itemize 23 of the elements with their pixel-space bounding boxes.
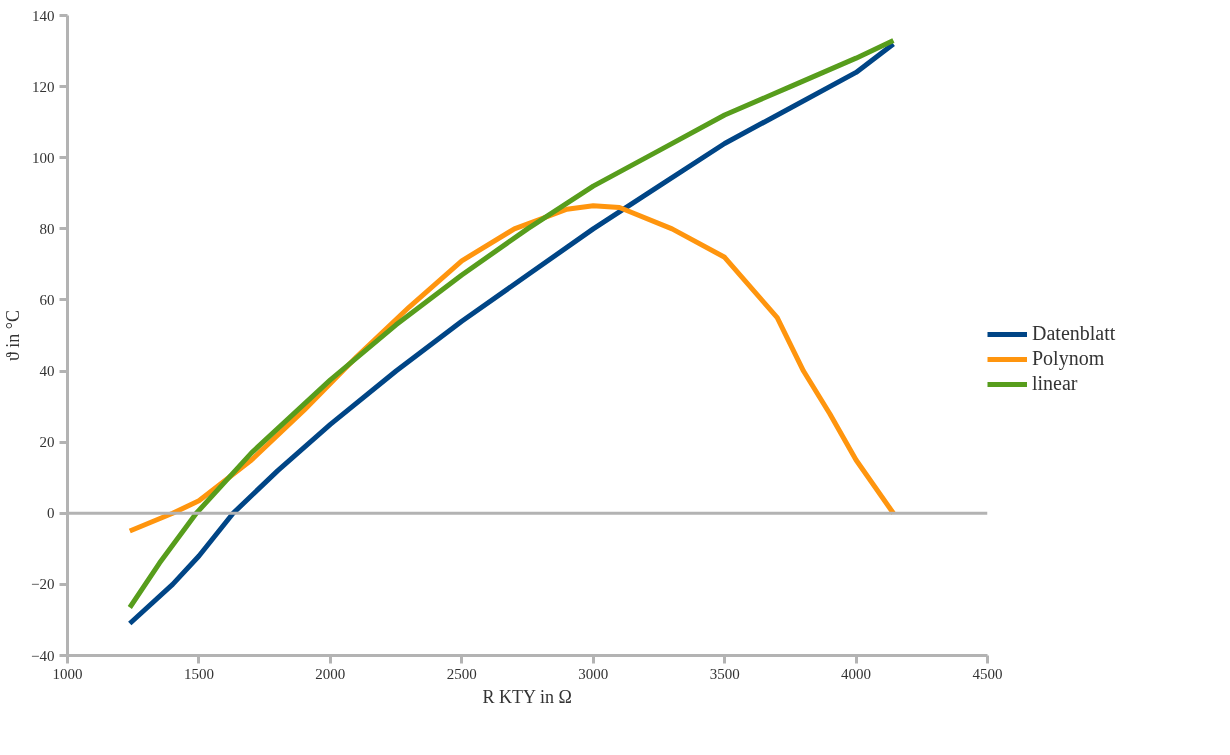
legend-label: Polynom (1032, 347, 1105, 370)
y-tick-label: −40 (31, 647, 55, 664)
y-axis-title: ϑ in °C (3, 309, 24, 362)
x-tick-label: 2000 (315, 665, 346, 682)
legend-label: linear (1032, 372, 1078, 395)
y-tick-label: −20 (31, 576, 55, 593)
x-tick-label: 3500 (709, 665, 740, 682)
y-tick-label: 100 (32, 149, 55, 166)
x-tick-label: 4500 (972, 665, 1003, 682)
y-tick-label: 40 (39, 363, 55, 380)
y-tick-label: 120 (32, 78, 55, 95)
legend-label: Datenblatt (1032, 322, 1116, 345)
x-tick-label: 3000 (578, 665, 609, 682)
x-tick-label: 1000 (52, 665, 83, 682)
y-tick-label: 0 (47, 505, 55, 522)
x-axis-title: R KTY in Ω (482, 686, 572, 707)
y-tick-label: 80 (39, 220, 55, 237)
y-tick-label: 140 (32, 7, 55, 24)
x-tick-label: 1500 (183, 665, 214, 682)
x-tick-label: 2500 (446, 665, 477, 682)
x-tick-label: 4000 (841, 665, 872, 682)
y-tick-label: 20 (39, 434, 55, 451)
y-tick-label: 60 (39, 291, 55, 308)
